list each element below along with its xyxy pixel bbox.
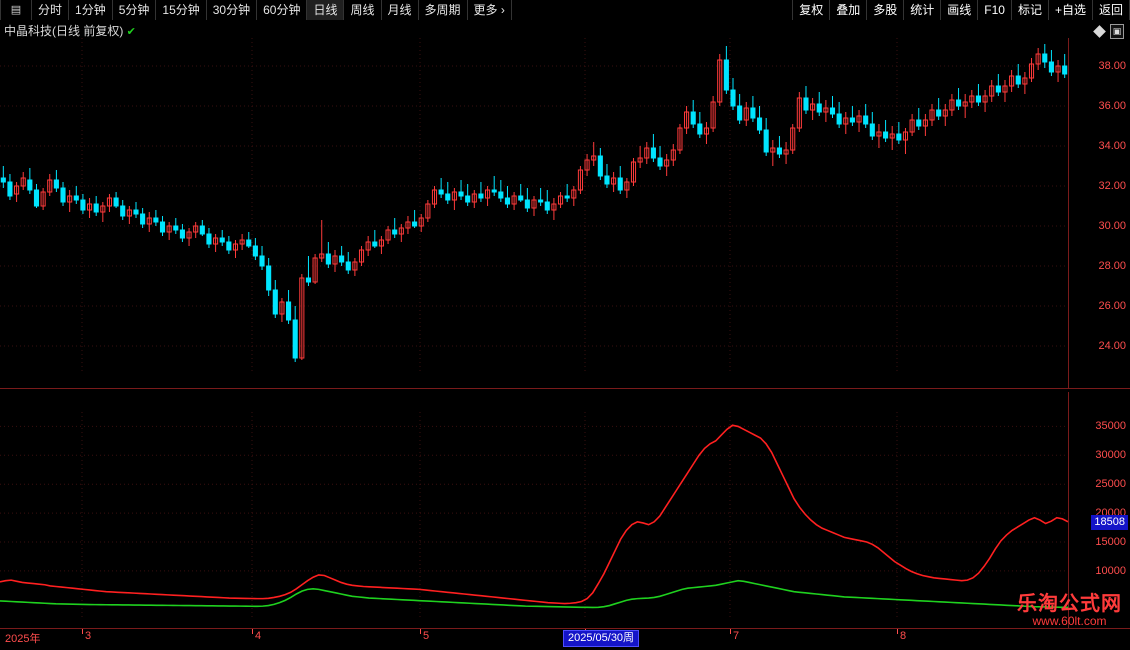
indicator-value-tag: 18508 [1091, 515, 1128, 530]
button-fuquan[interactable]: 复权 [792, 0, 831, 20]
check-icon: ✔ [126, 26, 136, 38]
tab-1min[interactable]: 1分钟 [69, 0, 113, 20]
price-axis-tick: 32.00 [1098, 180, 1126, 192]
tab-month[interactable]: 月线 [382, 0, 419, 20]
tab-15min[interactable]: 15分钟 [156, 0, 207, 20]
x-axis-label: 7 [733, 630, 740, 642]
tab-week[interactable]: 周线 [344, 0, 382, 20]
indicator-plot-area[interactable] [0, 412, 1068, 620]
price-axis-tick: 26.00 [1098, 300, 1126, 312]
button-drawline[interactable]: 画线 [941, 0, 979, 20]
button-statistics[interactable]: 统计 [904, 0, 942, 20]
price-y-axis: 24.00 26.00 28.00 30.00 32.00 34.00 36.00 38.00 [1068, 38, 1130, 374]
tab-day[interactable]: 日线 [307, 0, 345, 20]
tab-more[interactable]: 更多 › [468, 0, 512, 20]
indicator-axis-tick: 15000 [1095, 536, 1126, 548]
x-axis-label: 5 [423, 630, 430, 642]
tab-multi-period[interactable]: 多周期 [419, 0, 468, 20]
indicator-axis-tick: 10000 [1095, 564, 1126, 577]
price-axis-tick: 30.00 [1098, 220, 1126, 232]
watermark-sub: www.60lt.com [1032, 613, 1107, 628]
expand-icon[interactable]: ▣ [1110, 24, 1124, 39]
x-axis-label: 3 [85, 630, 92, 642]
price-panel-controls[interactable]: ▣ [1093, 24, 1124, 39]
top-toolbar: ▤ 分时 1分钟 5分钟 15分钟 30分钟 60分钟 日线 周线 月线 多周期… [0, 0, 1130, 21]
x-axis-tick [420, 629, 421, 634]
x-axis-label: 4 [255, 630, 262, 642]
x-axis-tick [730, 629, 731, 634]
indicator-axis-tick: 35000 [1095, 420, 1126, 433]
price-axis-tick: 36.00 [1098, 100, 1126, 112]
toolbar-right-group: 复权 叠加 多股 统计 画线 F10 标记 +自选 返回 [792, 0, 1130, 20]
diamond-icon[interactable] [1093, 25, 1106, 38]
watermark-main: 乐淘公式网 [1017, 592, 1122, 615]
page-title: 中晶科技(日线 前复权) [4, 24, 124, 38]
tab-30min[interactable]: 30分钟 [207, 0, 258, 20]
price-panel-title-row: 中晶科技(日线 前复权) ✔ [4, 22, 136, 40]
price-chart-panel[interactable] [0, 20, 1130, 389]
button-multi-stock[interactable]: 多股 [867, 0, 905, 20]
x-axis-tick [82, 629, 83, 634]
indicator-axis-divider [1068, 392, 1069, 628]
price-axis-tick: 34.00 [1098, 140, 1126, 152]
x-axis-label: 8 [900, 630, 907, 642]
candlestick-plot-area[interactable] [0, 38, 1068, 374]
indicator-chart-panel[interactable] [0, 390, 1130, 628]
button-overlay[interactable]: 叠加 [830, 0, 868, 20]
tab-60min[interactable]: 60分钟 [257, 0, 308, 20]
button-f10[interactable]: F10 [978, 0, 1012, 20]
button-back[interactable]: 返回 [1093, 0, 1130, 20]
price-axis-tick: 38.00 [1098, 60, 1126, 72]
button-mark[interactable]: 标记 [1012, 0, 1049, 20]
toolbar-left-group: ▤ 分时 1分钟 5分钟 15分钟 30分钟 60分钟 日线 周线 月线 多周期… [0, 0, 512, 20]
watermark: 乐淘公式网 www.60lt.com [1017, 593, 1122, 628]
button-add-favorite[interactable]: +自选 [1049, 0, 1093, 20]
x-axis-tick [252, 629, 253, 634]
price-axis-divider [1068, 38, 1069, 388]
indicator-axis-tick: 30000 [1095, 449, 1126, 462]
price-axis-tick: 24.00 [1098, 340, 1126, 352]
menu-icon[interactable]: ▤ [0, 0, 32, 20]
indicator-svg [0, 412, 1068, 620]
price-axis-tick: 28.00 [1098, 260, 1126, 272]
tab-5min[interactable]: 5分钟 [113, 0, 157, 20]
x-axis-label: 2025年 [5, 633, 41, 645]
indicator-axis-tick: 25000 [1095, 478, 1126, 491]
candlestick-svg [0, 38, 1068, 374]
date-cursor-label: 2025/05/30周 [563, 630, 640, 647]
tab-fenshi[interactable]: 分时 [32, 0, 70, 20]
x-axis-tick [897, 629, 898, 634]
